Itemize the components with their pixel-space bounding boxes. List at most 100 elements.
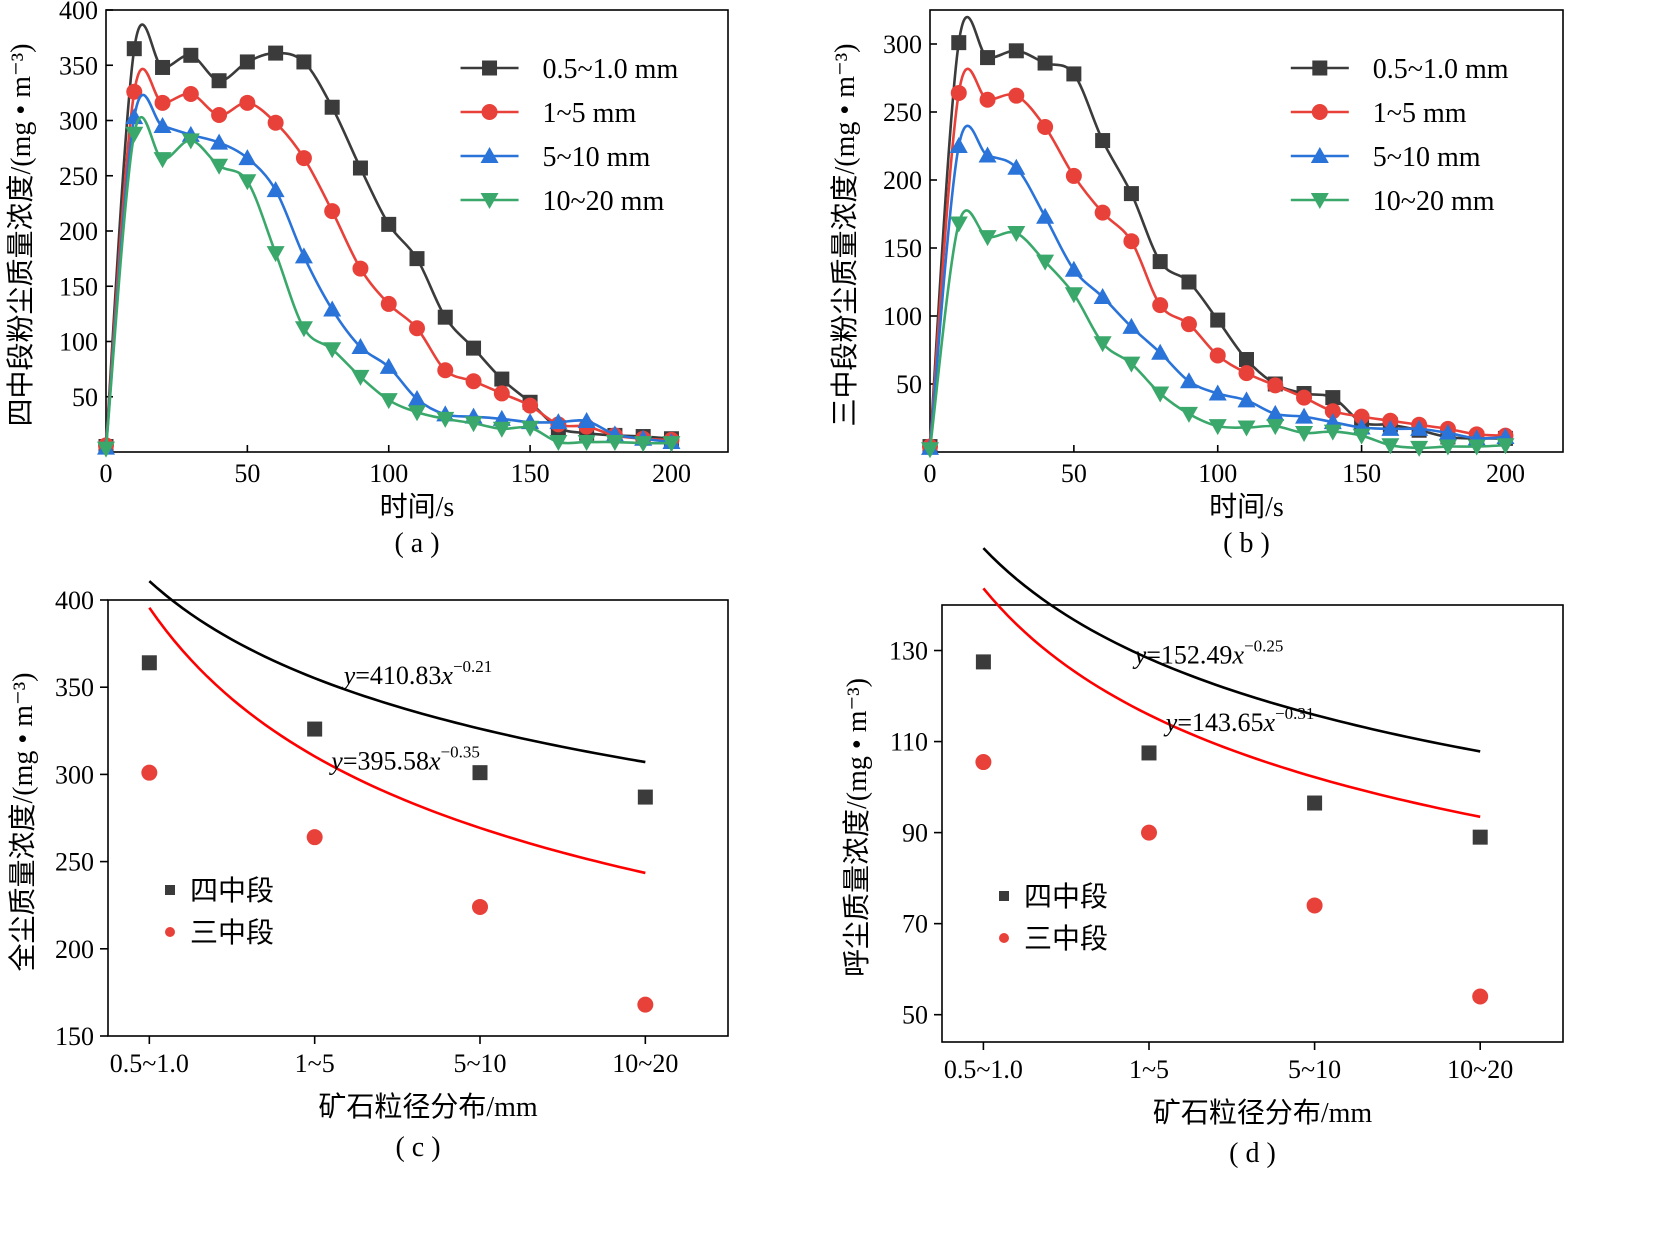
plot-frame	[941, 604, 1564, 1043]
data-point	[1324, 403, 1341, 420]
data-point	[352, 160, 368, 176]
legend-label: 0.5~1.0 mm	[543, 54, 679, 85]
data-point	[493, 385, 510, 402]
y-tick-label: 100	[59, 328, 98, 357]
x-tick-label: 150	[511, 459, 550, 488]
data-point	[266, 246, 285, 263]
data-point	[154, 94, 171, 111]
data-point	[1296, 389, 1313, 406]
x-tick-label: 200	[1486, 459, 1525, 488]
data-point	[211, 73, 227, 89]
data-point	[1179, 406, 1198, 423]
x-tick-label: 1~5	[295, 1049, 335, 1078]
x-tick-label: 100	[369, 459, 408, 488]
panel-caption: ( d )	[1229, 1138, 1276, 1169]
eq-exp: −0.25	[1244, 637, 1283, 656]
legend-label: 三中段	[1024, 923, 1108, 955]
data-point	[295, 150, 312, 167]
y-tick-label: 100	[883, 302, 922, 331]
data-point	[1180, 316, 1197, 333]
data-point	[1353, 408, 1370, 425]
eq-coef: =143.65	[1177, 708, 1263, 737]
panel-caption: ( a )	[394, 528, 439, 559]
data-point	[978, 146, 997, 163]
data-point	[1036, 207, 1055, 224]
data-point	[323, 342, 342, 359]
x-tick-label: 0.5~1.0	[944, 1055, 1023, 1084]
data-point	[1123, 186, 1139, 202]
data-point	[266, 181, 285, 198]
legend-label: 10~20 mm	[1373, 186, 1495, 217]
data-point	[380, 295, 397, 312]
data-point	[97, 441, 115, 458]
data-point	[1381, 419, 1400, 436]
eq-coef: =152.49	[1146, 641, 1232, 670]
data-point	[1065, 167, 1082, 184]
data-point	[549, 413, 568, 430]
data-point	[1007, 158, 1026, 175]
data-point	[210, 158, 229, 175]
data-point	[951, 35, 967, 51]
legend-label: 0.5~1.0 mm	[1373, 54, 1509, 85]
data-point	[1323, 424, 1342, 441]
eq-var: x	[440, 661, 453, 690]
data-point	[1094, 204, 1111, 221]
panel-d: 0.5~1.0 1~5 5~10 10~20 50 70 90 110 130 矿石粒径分布/mm…	[841, 547, 1564, 1169]
data-point	[324, 203, 341, 220]
legend-label: 10~20 mm	[543, 186, 665, 217]
data-point	[975, 654, 991, 670]
data-point	[978, 230, 997, 247]
data-point	[408, 405, 426, 422]
data-point	[949, 216, 968, 233]
data-point	[1238, 365, 1255, 382]
data-point	[980, 50, 996, 66]
y-tick-label: 110	[890, 728, 928, 757]
x-tick-label: 50	[1061, 459, 1087, 488]
x-tick-label: 5~10	[1288, 1055, 1341, 1084]
y-axis-label: 呼尘质量浓度/(mg • m⁻³)	[841, 678, 873, 977]
data-point	[605, 435, 624, 452]
data-point	[408, 389, 426, 406]
data-point	[1008, 43, 1024, 59]
data-point	[1008, 87, 1025, 104]
data-point	[466, 340, 482, 356]
data-point	[522, 397, 539, 414]
data-point	[437, 309, 453, 325]
x-axis-label: 时间/s	[1209, 491, 1284, 523]
y-tick-label: 300	[59, 107, 98, 136]
x-tick-label: 200	[652, 459, 691, 488]
plot-frame	[107, 599, 729, 1037]
data-point	[492, 421, 511, 438]
data-point	[294, 247, 313, 264]
y-tick-label: 400	[59, 0, 98, 25]
data-point	[1307, 795, 1323, 811]
y-axis-label: 四中段粉尘质量浓度/(mg • m⁻³)	[5, 44, 37, 427]
fit-curve-0	[982, 547, 1481, 753]
y-tick-label: 350	[59, 51, 98, 80]
legend-marker	[1310, 193, 1329, 209]
data-point	[1210, 312, 1226, 328]
legend-marker	[999, 933, 1009, 943]
data-point	[351, 369, 370, 386]
eq-lhs: y	[1132, 641, 1147, 670]
x-tick-label: 10~20	[612, 1049, 678, 1078]
legend-marker	[481, 104, 498, 120]
data-point	[950, 84, 967, 101]
data-point	[409, 320, 425, 337]
data-point	[577, 412, 596, 429]
data-point	[1237, 420, 1256, 437]
data-point	[1181, 274, 1197, 290]
y-tick-label: 150	[59, 272, 98, 301]
data-point	[464, 416, 483, 433]
y-tick-label: 150	[883, 234, 922, 263]
panel-a: 0 50 100 150 200 50 100 150 200 250 300 350 400 时间/s (…	[5, 0, 729, 559]
eq-coef: =395.58	[343, 746, 429, 775]
y-tick-label: 250	[59, 162, 98, 191]
x-tick-label: 50	[234, 459, 260, 488]
data-point	[1467, 439, 1486, 456]
data-point	[155, 59, 171, 75]
data-point	[352, 260, 369, 277]
data-point	[238, 149, 257, 166]
fit-equation: y=143.65x−0.31	[1163, 704, 1315, 737]
